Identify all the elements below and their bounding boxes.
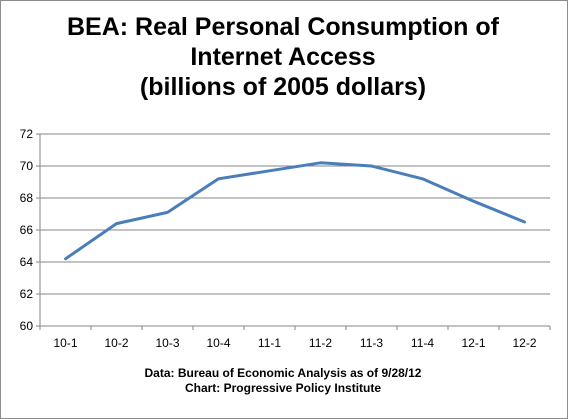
x-tick-label: 10-4 xyxy=(206,336,230,350)
y-tick-label: 60 xyxy=(20,319,34,333)
chart-title-line-3: (billions of 2005 dollars) xyxy=(139,73,427,101)
x-tick-label: 12-1 xyxy=(461,336,485,350)
y-tick-label: 70 xyxy=(20,159,34,173)
x-tick-label: 10-1 xyxy=(53,336,77,350)
chart-title-line-2: Internet Access xyxy=(190,43,376,71)
y-tick-label: 72 xyxy=(20,127,34,141)
data-point-11-1 xyxy=(267,168,272,173)
chart-title-line-1: BEA: Real Personal Consumption of xyxy=(67,13,499,41)
data-point-11-3 xyxy=(369,164,374,169)
data-source-note: Data: Bureau of Economic Analysis as of … xyxy=(144,366,422,380)
x-tick-label: 10-2 xyxy=(104,336,128,350)
data-point-11-2 xyxy=(318,160,323,165)
source-notes: Data: Bureau of Economic Analysis as of … xyxy=(0,366,566,396)
gridlines xyxy=(40,133,550,295)
y-tick-label: 66 xyxy=(20,223,34,237)
x-tick-label: 11-4 xyxy=(411,336,434,350)
chart-title: BEA: Real Personal Consumption of Intern… xyxy=(0,12,566,102)
y-tick-label: 68 xyxy=(20,191,34,205)
data-point-12-2 xyxy=(522,220,527,225)
data-point-10-1 xyxy=(63,256,68,261)
x-tick-label: 11-2 xyxy=(309,336,332,350)
y-tick-label: 62 xyxy=(20,287,34,301)
data-point-12-1 xyxy=(471,199,476,204)
data-point-11-4 xyxy=(420,176,425,181)
data-point-10-3 xyxy=(165,210,170,215)
x-tick-label: 11-3 xyxy=(360,336,383,350)
series-group xyxy=(63,160,527,261)
x-tick-label: 10-3 xyxy=(155,336,179,350)
data-point-10-2 xyxy=(114,221,119,226)
x-tick-label: 11-1 xyxy=(258,336,281,350)
data-point-10-4 xyxy=(216,176,221,181)
x-axis-ticks: 10-1 10-2 10-3 10-4 11-1 11-2 11-3 11-4 12-1 12-2 xyxy=(39,326,551,350)
y-axis-ticks: 60 62 64 66 68 70 72 xyxy=(20,127,40,333)
chart-credit-note: Chart: Progressive Policy Institute xyxy=(184,381,382,395)
y-tick-label: 64 xyxy=(20,255,34,269)
series-line-0 xyxy=(64,161,526,261)
x-tick-label: 12-2 xyxy=(512,336,536,350)
